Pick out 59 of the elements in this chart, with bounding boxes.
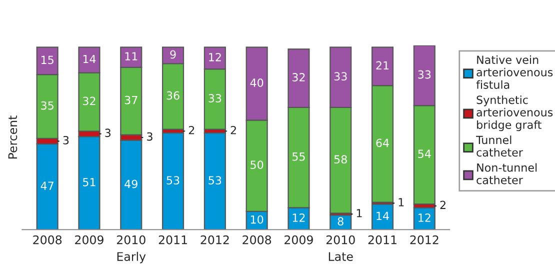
data-label: 55 xyxy=(292,152,305,161)
x-tick-label: 2012 xyxy=(200,235,229,244)
x-tick-label: 2008 xyxy=(33,235,62,244)
bar xyxy=(204,132,226,230)
x-tick-label: 2011 xyxy=(368,235,396,244)
data-label: 35 xyxy=(41,101,54,110)
data-label: 12 xyxy=(209,52,221,62)
data-label: 37 xyxy=(124,96,138,104)
data-label: 33 xyxy=(334,72,347,81)
data-label: 14 xyxy=(376,212,389,220)
data-label: 9 xyxy=(170,50,176,59)
data-label: 1 xyxy=(356,209,362,218)
bar xyxy=(120,140,142,230)
data-label: 2 xyxy=(188,126,194,134)
bar xyxy=(162,132,184,230)
data-label: 32 xyxy=(292,73,305,82)
text: Early xyxy=(117,252,146,264)
text: Late xyxy=(328,252,353,261)
data-label: 3 xyxy=(105,128,110,138)
data-label: 3 xyxy=(63,136,69,144)
data-label: 54 xyxy=(418,150,431,158)
data-label: 10 xyxy=(250,215,264,224)
data-label: 21 xyxy=(376,61,389,70)
data-label: 3 xyxy=(147,132,152,141)
x-tick-label: 2009 xyxy=(75,235,104,244)
data-label: 49 xyxy=(124,180,138,188)
data-label: 64 xyxy=(376,138,389,148)
x-tick-label: 2011 xyxy=(158,235,187,244)
data-label: 14 xyxy=(83,54,96,64)
data-label: 12 xyxy=(418,213,430,222)
data-label: 2 xyxy=(440,200,446,209)
legend-label: Tunnel catheter xyxy=(476,136,523,157)
legend-label: Native vein arteriovenous fistula xyxy=(476,55,553,89)
data-label: 33 xyxy=(418,70,431,79)
data-label: 53 xyxy=(166,176,180,185)
data-label: 2 xyxy=(230,126,236,134)
data-label: 1 xyxy=(398,198,404,206)
x-tick-label: 2012 xyxy=(410,235,438,244)
bar xyxy=(36,143,58,230)
data-label: 12 xyxy=(292,213,305,222)
data-label: 47 xyxy=(40,182,54,190)
legend-label: Synthetic arteriovenous bridge graft xyxy=(476,95,553,132)
data-label: 51 xyxy=(83,178,96,186)
x-tick-label: 2009 xyxy=(284,235,313,244)
data-label: 33 xyxy=(208,94,222,102)
data-label: 50 xyxy=(250,160,264,169)
data-label: 32 xyxy=(83,96,96,106)
data-label: 36 xyxy=(166,91,180,100)
legend-label: Non-tunnel catheter xyxy=(476,163,537,184)
x-tick-label: 2008 xyxy=(242,235,272,244)
data-label: 58 xyxy=(334,155,347,164)
x-tick-label: 2010 xyxy=(326,235,355,244)
x-tick-label: 2010 xyxy=(116,235,146,244)
data-label: 8 xyxy=(338,217,344,226)
data-label: 53 xyxy=(208,176,222,185)
y-axis-title: Percent xyxy=(8,116,18,159)
data-label: 40 xyxy=(250,78,264,87)
data-label: 15 xyxy=(41,56,54,64)
data-label: 11 xyxy=(125,52,138,60)
